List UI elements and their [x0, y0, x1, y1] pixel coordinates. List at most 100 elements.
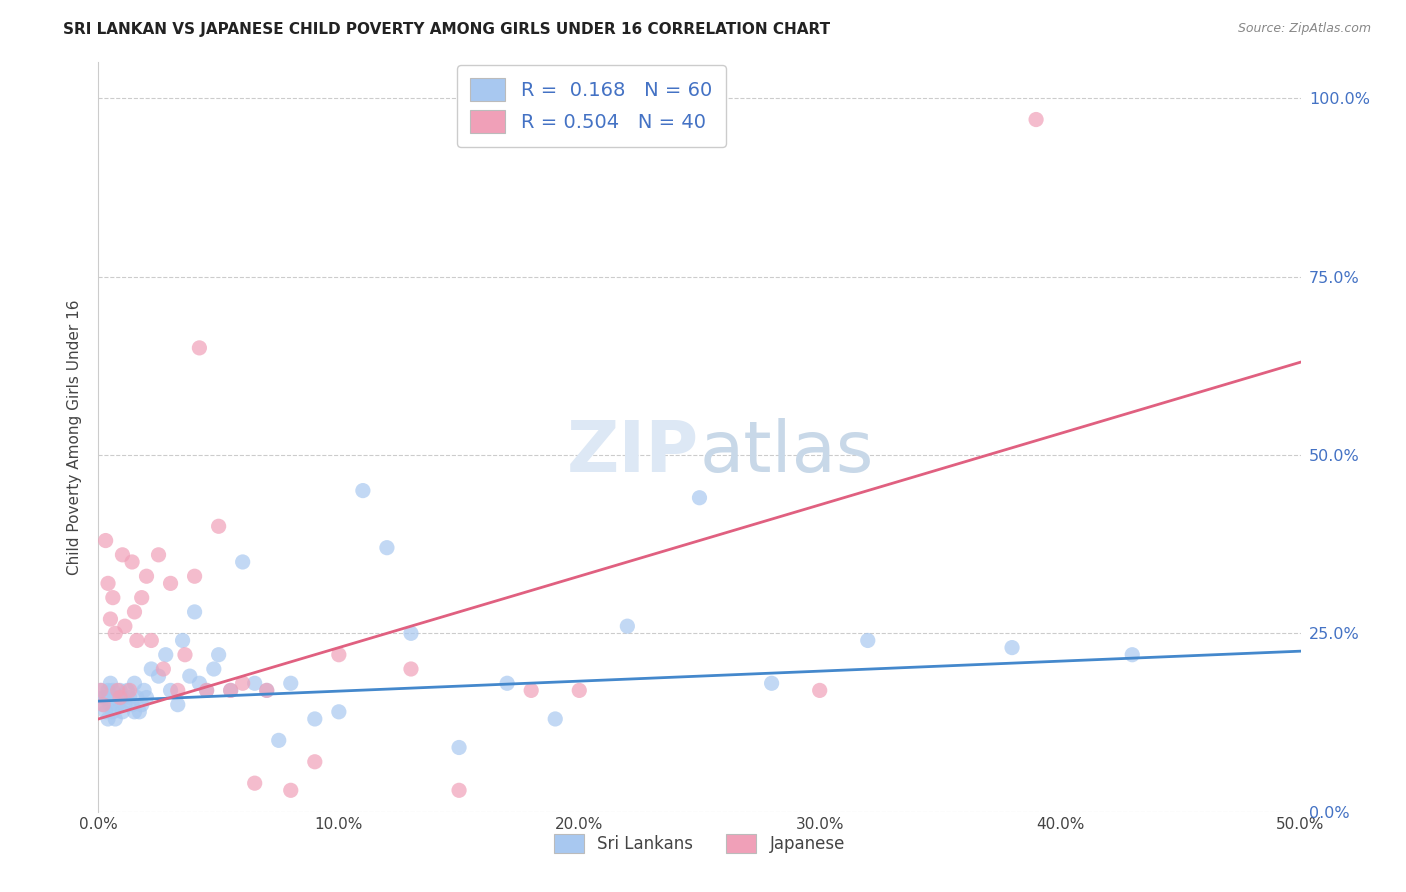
Point — [179, 669, 201, 683]
Point — [202, 662, 225, 676]
Point — [121, 555, 143, 569]
Point — [135, 690, 157, 705]
Point — [118, 683, 141, 698]
Point — [100, 698, 122, 712]
Point — [174, 648, 197, 662]
Point — [166, 683, 188, 698]
Point — [97, 576, 120, 591]
Point — [111, 705, 134, 719]
Point — [107, 698, 129, 712]
Point — [100, 676, 122, 690]
Legend: Sri Lankans, Japanese: Sri Lankans, Japanese — [547, 827, 852, 860]
Point — [101, 705, 124, 719]
Point — [304, 755, 326, 769]
Point — [399, 662, 422, 676]
Point — [761, 676, 783, 690]
Text: ZIP: ZIP — [567, 417, 700, 486]
Point — [104, 690, 127, 705]
Point — [243, 676, 266, 690]
Point — [141, 662, 163, 676]
Point — [131, 698, 153, 712]
Point — [856, 633, 879, 648]
Point — [328, 648, 350, 662]
Point — [208, 519, 231, 533]
Point — [141, 633, 163, 648]
Point — [183, 605, 205, 619]
Point — [124, 676, 146, 690]
Point — [148, 669, 170, 683]
Point — [101, 683, 124, 698]
Point — [90, 683, 112, 698]
Point — [104, 626, 127, 640]
Point — [375, 541, 398, 555]
Point — [1025, 112, 1047, 127]
Point — [280, 676, 302, 690]
Point — [124, 705, 146, 719]
Point — [152, 662, 174, 676]
Point — [280, 783, 302, 797]
Point — [91, 698, 114, 712]
Point — [183, 569, 205, 583]
Point — [544, 712, 567, 726]
Point — [188, 676, 211, 690]
Point — [166, 698, 188, 712]
Point — [447, 740, 470, 755]
Point — [304, 712, 326, 726]
Point — [100, 612, 122, 626]
Point — [128, 705, 150, 719]
Point — [568, 683, 591, 698]
Point — [131, 591, 153, 605]
Point — [94, 705, 117, 719]
Point — [195, 683, 218, 698]
Point — [352, 483, 374, 498]
Point — [108, 683, 131, 698]
Point — [496, 676, 519, 690]
Point — [117, 683, 139, 698]
Point — [124, 605, 146, 619]
Point — [219, 683, 242, 698]
Point — [125, 690, 148, 705]
Point — [232, 555, 254, 569]
Point — [159, 576, 181, 591]
Point — [97, 683, 120, 698]
Point — [104, 712, 127, 726]
Y-axis label: Child Poverty Among Girls Under 16: Child Poverty Among Girls Under 16 — [67, 300, 83, 574]
Point — [108, 690, 131, 705]
Point — [125, 633, 148, 648]
Point — [267, 733, 290, 747]
Point — [328, 705, 350, 719]
Point — [256, 683, 278, 698]
Text: SRI LANKAN VS JAPANESE CHILD POVERTY AMONG GIRLS UNDER 16 CORRELATION CHART: SRI LANKAN VS JAPANESE CHILD POVERTY AMO… — [63, 22, 831, 37]
Point — [399, 626, 422, 640]
Point — [808, 683, 831, 698]
Point — [520, 683, 543, 698]
Point — [148, 548, 170, 562]
Point — [90, 683, 112, 698]
Point — [114, 698, 136, 712]
Point — [111, 690, 134, 705]
Point — [135, 569, 157, 583]
Point — [107, 683, 129, 698]
Point — [91, 698, 114, 712]
Point — [101, 591, 124, 605]
Point — [114, 619, 136, 633]
Point — [121, 698, 143, 712]
Point — [188, 341, 211, 355]
Point — [219, 683, 242, 698]
Point — [155, 648, 177, 662]
Point — [232, 676, 254, 690]
Text: atlas: atlas — [700, 417, 875, 486]
Point — [447, 783, 470, 797]
Point — [1121, 648, 1143, 662]
Point — [97, 712, 120, 726]
Point — [91, 690, 114, 705]
Point — [159, 683, 181, 698]
Point — [172, 633, 194, 648]
Point — [132, 683, 155, 698]
Point — [243, 776, 266, 790]
Point — [1001, 640, 1024, 655]
Text: Source: ZipAtlas.com: Source: ZipAtlas.com — [1237, 22, 1371, 36]
Point — [208, 648, 231, 662]
Point — [94, 533, 117, 548]
Point — [111, 548, 134, 562]
